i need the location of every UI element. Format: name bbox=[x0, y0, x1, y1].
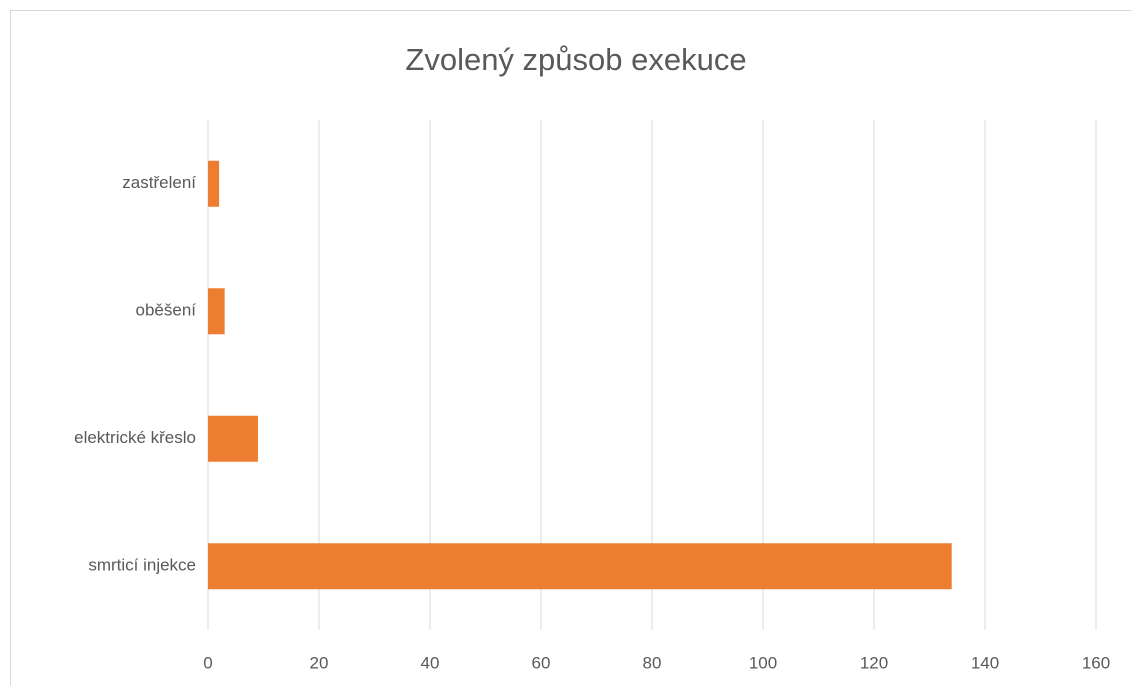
x-tick-label: 20 bbox=[310, 653, 329, 672]
x-tick-label: 0 bbox=[203, 653, 212, 672]
bar bbox=[208, 415, 258, 462]
y-tick-label: oběšení bbox=[136, 301, 197, 320]
x-tick-label: 60 bbox=[532, 653, 551, 672]
bar bbox=[208, 543, 952, 590]
y-tick-label: elektrické křeslo bbox=[74, 428, 196, 447]
x-tick-label: 40 bbox=[421, 653, 440, 672]
y-tick-label: zastřelení bbox=[122, 173, 196, 192]
chart-title: Zvolený způsob exekuce bbox=[405, 42, 746, 77]
x-tick-label: 80 bbox=[643, 653, 662, 672]
x-tick-label: 140 bbox=[971, 653, 999, 672]
x-tick-label: 160 bbox=[1082, 653, 1110, 672]
x-tick-label: 100 bbox=[749, 653, 777, 672]
bar bbox=[208, 160, 220, 207]
y-tick-label: smrticí injekce bbox=[88, 556, 196, 575]
bar bbox=[208, 288, 225, 335]
x-tick-label: 120 bbox=[860, 653, 888, 672]
